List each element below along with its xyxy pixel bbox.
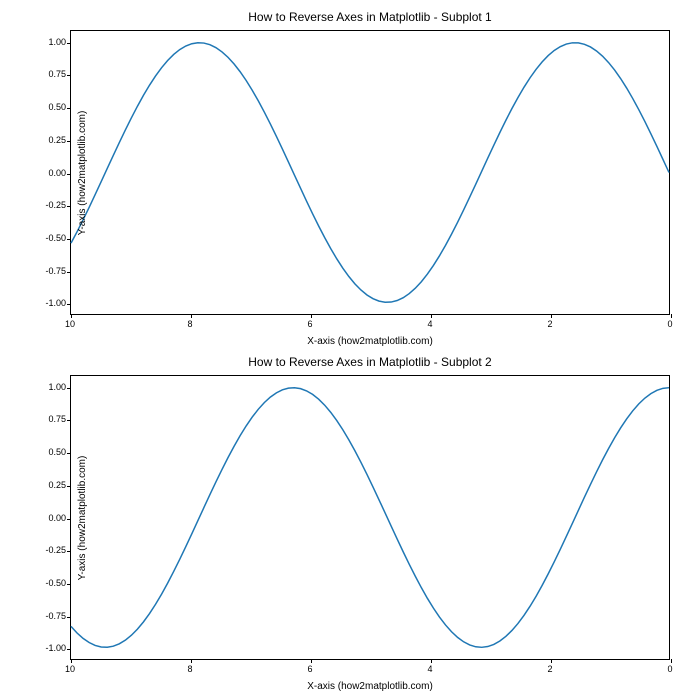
ytick-mark [67, 551, 71, 552]
ytick-label: 0.50 [26, 447, 66, 457]
xtick-mark [71, 314, 72, 318]
xtick-mark [671, 314, 672, 318]
ytick-mark [67, 420, 71, 421]
ytick-mark [67, 453, 71, 454]
ytick-label: -0.25 [26, 545, 66, 555]
ytick-label: 0.50 [26, 102, 66, 112]
ytick-label: 0.00 [26, 168, 66, 178]
ytick-label: -0.50 [26, 233, 66, 243]
subplot-1-line [71, 31, 669, 314]
ytick-label: 0.00 [26, 513, 66, 523]
ytick-mark [67, 519, 71, 520]
subplot-1-plot-area [70, 30, 670, 315]
ytick-mark [67, 43, 71, 44]
ytick-mark [67, 272, 71, 273]
ytick-mark [67, 206, 71, 207]
subplot-1-ylabel: Y-axis (how2matplotlib.com) [77, 110, 88, 235]
subplot-2-ylabel: Y-axis (how2matplotlib.com) [77, 455, 88, 580]
xtick-label: 4 [427, 319, 432, 329]
subplot-1: How to Reverse Axes in Matplotlib - Subp… [70, 30, 670, 315]
ytick-mark [67, 239, 71, 240]
xtick-label: 8 [187, 664, 192, 674]
ytick-label: 1.00 [26, 37, 66, 47]
ytick-mark [67, 304, 71, 305]
xtick-label: 4 [427, 664, 432, 674]
subplot-2-title: How to Reverse Axes in Matplotlib - Subp… [70, 355, 670, 369]
subplot-1-xlabel: X-axis (how2matplotlib.com) [70, 336, 670, 347]
xtick-mark [191, 314, 192, 318]
subplot-2-line [71, 376, 669, 659]
ytick-label: 0.25 [26, 135, 66, 145]
ytick-label: 0.25 [26, 480, 66, 490]
ytick-label: -1.00 [26, 643, 66, 653]
xtick-mark [431, 314, 432, 318]
subplot-1-title: How to Reverse Axes in Matplotlib - Subp… [70, 10, 670, 24]
ytick-label: -0.25 [26, 200, 66, 210]
ytick-mark [67, 617, 71, 618]
curve-path [71, 43, 669, 303]
subplot-2-plot-area [70, 375, 670, 660]
ytick-label: -0.75 [26, 266, 66, 276]
subplot-2-xlabel: X-axis (how2matplotlib.com) [70, 681, 670, 692]
xtick-mark [71, 659, 72, 663]
xtick-label: 0 [667, 319, 672, 329]
subplot-2: How to Reverse Axes in Matplotlib - Subp… [70, 375, 670, 660]
xtick-label: 8 [187, 319, 192, 329]
figure: How to Reverse Axes in Matplotlib - Subp… [0, 0, 700, 700]
ytick-mark [67, 75, 71, 76]
xtick-label: 2 [547, 319, 552, 329]
xtick-mark [671, 659, 672, 663]
ytick-label: -0.75 [26, 611, 66, 621]
xtick-mark [311, 659, 312, 663]
ytick-mark [67, 649, 71, 650]
ytick-mark [67, 141, 71, 142]
xtick-label: 6 [307, 664, 312, 674]
ytick-label: 0.75 [26, 69, 66, 79]
ytick-mark [67, 388, 71, 389]
ytick-mark [67, 584, 71, 585]
xtick-label: 10 [65, 319, 75, 329]
ytick-label: 0.75 [26, 414, 66, 424]
ytick-mark [67, 174, 71, 175]
xtick-label: 0 [667, 664, 672, 674]
ytick-label: -1.00 [26, 298, 66, 308]
ytick-mark [67, 108, 71, 109]
xtick-label: 2 [547, 664, 552, 674]
xtick-mark [191, 659, 192, 663]
ytick-label: 1.00 [26, 382, 66, 392]
xtick-mark [551, 314, 552, 318]
curve-path [71, 388, 669, 648]
xtick-mark [431, 659, 432, 663]
xtick-mark [551, 659, 552, 663]
xtick-label: 10 [65, 664, 75, 674]
xtick-mark [311, 314, 312, 318]
ytick-mark [67, 486, 71, 487]
xtick-label: 6 [307, 319, 312, 329]
ytick-label: -0.50 [26, 578, 66, 588]
